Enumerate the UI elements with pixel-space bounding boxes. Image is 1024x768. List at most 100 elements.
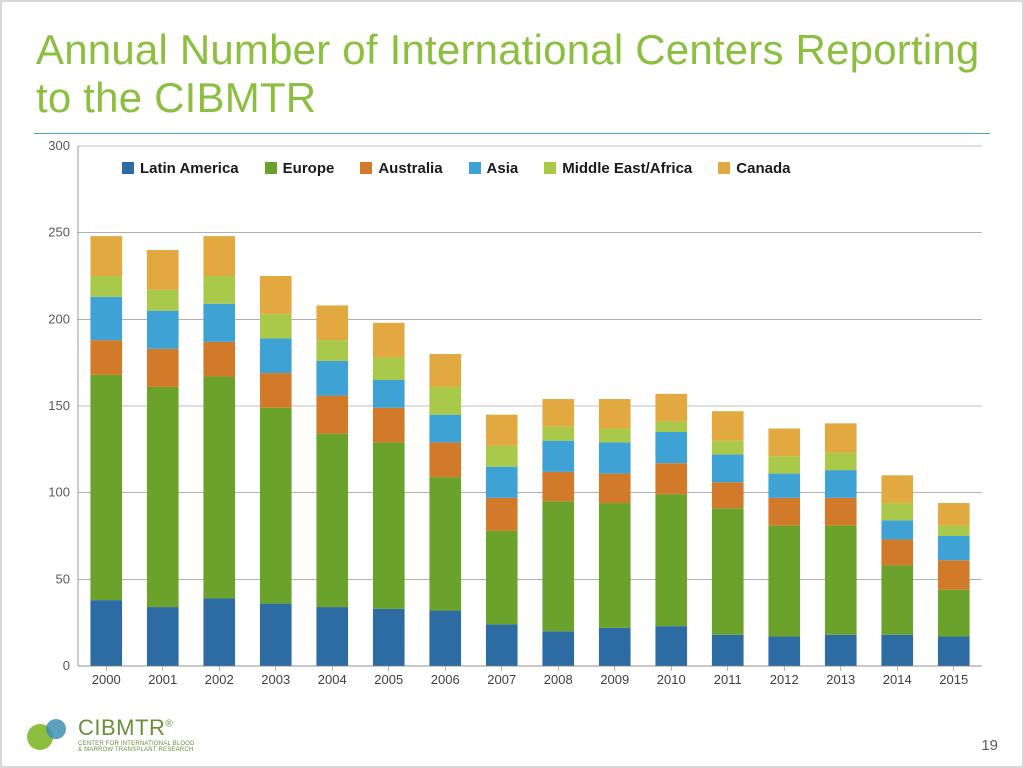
svg-text:2011: 2011	[714, 672, 742, 687]
svg-text:2008: 2008	[544, 672, 573, 687]
bar-segment	[429, 354, 461, 387]
bar-segment	[542, 426, 574, 440]
bar-segment	[881, 520, 913, 539]
bar-segment	[655, 626, 687, 666]
bar-segment	[373, 407, 405, 442]
bar-segment	[768, 497, 800, 525]
bar-segment	[655, 432, 687, 463]
bar-segment	[260, 373, 292, 408]
svg-text:200: 200	[48, 311, 70, 326]
legend-label: Asia	[487, 160, 519, 177]
svg-text:2007: 2007	[487, 672, 516, 687]
legend-item: Middle East/Africa	[544, 160, 692, 177]
bar-segment	[486, 414, 518, 445]
bar-segment	[260, 276, 292, 314]
bar-segment	[938, 536, 970, 560]
bar-segment	[712, 440, 744, 454]
bar-segment	[147, 250, 179, 290]
bar-segment	[881, 475, 913, 503]
bar-segment	[260, 407, 292, 603]
bar-segment	[203, 236, 235, 276]
bar-segment	[599, 473, 631, 502]
bar-segment	[825, 497, 857, 525]
bar-segment	[825, 525, 857, 634]
title-underline	[34, 133, 990, 134]
svg-text:2006: 2006	[431, 672, 460, 687]
bar-segment	[655, 494, 687, 626]
bar-segment	[768, 456, 800, 473]
logo-name-text: CIBMTR	[78, 715, 165, 740]
legend-label: Canada	[736, 160, 790, 177]
bar-segment	[147, 607, 179, 666]
bar-segment	[260, 338, 292, 373]
svg-text:2014: 2014	[883, 672, 912, 687]
svg-text:2015: 2015	[939, 672, 968, 687]
legend-item: Asia	[469, 160, 519, 177]
bar-segment	[712, 482, 744, 508]
logo-text: CIBMTR® CENTER FOR INTERNATIONAL BLOOD &…	[78, 715, 195, 754]
bar-segment	[768, 636, 800, 665]
svg-text:2001: 2001	[148, 672, 177, 687]
svg-text:2000: 2000	[92, 672, 121, 687]
bar-segment	[486, 497, 518, 530]
bar-segment	[712, 634, 744, 665]
bar-segment	[938, 503, 970, 526]
bar-segment	[599, 428, 631, 442]
bar-segment	[373, 608, 405, 665]
bar-segment	[316, 395, 348, 433]
bar-segment	[938, 589, 970, 636]
bar-segment	[203, 276, 235, 304]
bar-segment	[316, 433, 348, 606]
bar-segment	[203, 341, 235, 376]
registered-mark: ®	[165, 718, 173, 729]
bar-segment	[203, 376, 235, 598]
bar-segment	[90, 236, 122, 276]
bar-segment	[90, 600, 122, 666]
svg-text:2004: 2004	[318, 672, 347, 687]
bar-segment	[542, 399, 574, 427]
logo-subtitle-1: CENTER FOR INTERNATIONAL BLOOD	[78, 741, 195, 748]
legend-label: Europe	[283, 160, 335, 177]
legend-swatch	[544, 162, 556, 174]
bar-segment	[429, 414, 461, 442]
bar-segment	[825, 452, 857, 469]
bar-segment	[768, 473, 800, 497]
bar-segment	[599, 503, 631, 628]
bar-segment	[429, 610, 461, 665]
bar-segment	[316, 340, 348, 361]
bar-segment	[90, 374, 122, 599]
bar-segment	[768, 525, 800, 636]
bar-segment	[712, 508, 744, 635]
bar-segment	[542, 440, 574, 471]
bar-segment	[938, 525, 970, 535]
stacked-bar-chart: 0501001502002503002000200120022003200420…	[34, 136, 990, 696]
svg-text:2009: 2009	[600, 672, 629, 687]
legend-item: Canada	[718, 160, 790, 177]
bar-segment	[655, 393, 687, 421]
bar-segment	[599, 627, 631, 665]
bar-segment	[712, 454, 744, 482]
bar-segment	[881, 634, 913, 665]
svg-text:300: 300	[48, 138, 70, 153]
svg-text:150: 150	[48, 398, 70, 413]
bar-segment	[655, 463, 687, 494]
page-number: 19	[981, 737, 998, 754]
legend-label: Middle East/Africa	[562, 160, 692, 177]
bar-segment	[542, 501, 574, 631]
bar-segment	[712, 411, 744, 440]
bar-segment	[825, 470, 857, 498]
svg-text:2002: 2002	[205, 672, 234, 687]
legend-swatch	[122, 162, 134, 174]
bar-segment	[147, 289, 179, 310]
legend-item: Latin America	[122, 160, 239, 177]
slide-title: Annual Number of International Centers R…	[36, 26, 990, 123]
svg-text:50: 50	[56, 571, 70, 586]
bar-segment	[373, 380, 405, 408]
bar-segment	[316, 361, 348, 396]
bar-segment	[881, 503, 913, 520]
bar-segment	[429, 387, 461, 415]
slide: Annual Number of International Centers R…	[0, 0, 1024, 768]
legend-swatch	[265, 162, 277, 174]
bar-segment	[881, 565, 913, 634]
svg-text:2010: 2010	[657, 672, 686, 687]
